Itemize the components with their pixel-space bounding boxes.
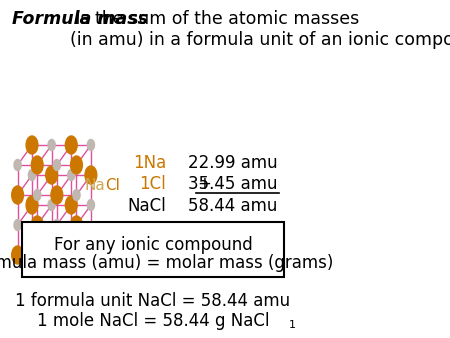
Circle shape — [32, 216, 43, 234]
Circle shape — [46, 226, 58, 244]
Text: Na: Na — [85, 177, 105, 193]
Circle shape — [53, 219, 60, 231]
Text: For any ionic compound: For any ionic compound — [54, 236, 252, 254]
Circle shape — [51, 186, 63, 204]
Circle shape — [51, 246, 63, 264]
Circle shape — [28, 169, 36, 180]
Circle shape — [73, 249, 80, 261]
Text: 1Cl: 1Cl — [140, 175, 166, 193]
Text: is the sum of the atomic masses
(in amu) in a formula unit of an ionic compound.: is the sum of the atomic masses (in amu)… — [70, 10, 450, 49]
Text: 1 formula unit NaCl = 58.44 amu: 1 formula unit NaCl = 58.44 amu — [15, 292, 291, 310]
Text: 35.45 amu: 35.45 amu — [188, 175, 277, 193]
Circle shape — [28, 230, 36, 241]
Circle shape — [85, 226, 97, 244]
FancyBboxPatch shape — [22, 222, 284, 277]
Circle shape — [14, 160, 21, 170]
Circle shape — [12, 186, 23, 204]
Circle shape — [68, 169, 75, 180]
Circle shape — [71, 216, 82, 234]
Circle shape — [32, 156, 43, 174]
Text: Cl: Cl — [105, 177, 120, 193]
Text: 1Na: 1Na — [133, 154, 166, 172]
Circle shape — [48, 199, 55, 211]
Text: formula mass (amu) = molar mass (grams): formula mass (amu) = molar mass (grams) — [0, 254, 333, 272]
Circle shape — [87, 140, 94, 150]
Circle shape — [14, 219, 21, 231]
Circle shape — [26, 136, 38, 154]
Circle shape — [53, 160, 60, 170]
Text: 1 mole NaCl = 58.44 g NaCl: 1 mole NaCl = 58.44 g NaCl — [37, 312, 269, 330]
Text: NaCl: NaCl — [127, 197, 166, 215]
Circle shape — [12, 246, 23, 264]
Circle shape — [34, 190, 41, 200]
Circle shape — [68, 230, 75, 241]
Circle shape — [87, 199, 94, 211]
Circle shape — [46, 166, 58, 184]
Circle shape — [48, 140, 55, 150]
Circle shape — [73, 190, 80, 200]
Circle shape — [26, 196, 38, 214]
Text: +: + — [198, 175, 212, 193]
Circle shape — [85, 166, 97, 184]
Text: 58.44 amu: 58.44 amu — [188, 197, 277, 215]
Circle shape — [65, 136, 77, 154]
Circle shape — [65, 196, 77, 214]
Text: 22.99 amu: 22.99 amu — [188, 154, 277, 172]
Circle shape — [71, 156, 82, 174]
Circle shape — [34, 249, 41, 261]
Text: 1: 1 — [289, 320, 296, 330]
Text: Formula mass: Formula mass — [12, 10, 148, 28]
